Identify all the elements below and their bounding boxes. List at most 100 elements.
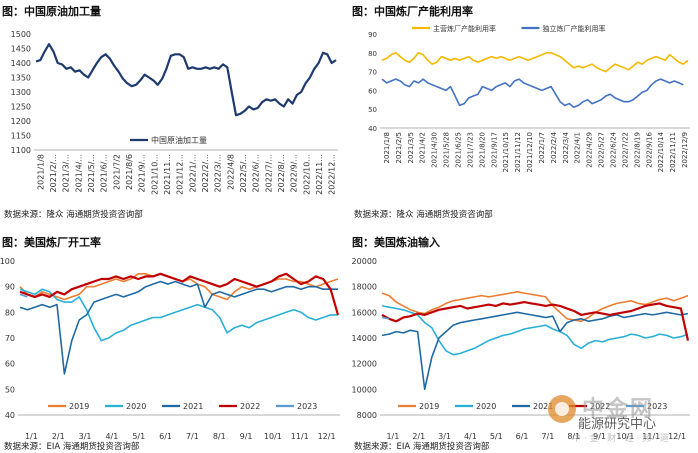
x-tick-label: 2022/3/4 (562, 131, 570, 163)
x-tick-label: 6/1 (159, 432, 172, 441)
x-tick-label: 2022/9/16 (645, 131, 653, 167)
y-tick-label: 1250 (11, 103, 31, 112)
y-tick-label: 1400 (11, 59, 31, 68)
x-tick-label: 8/1 (567, 432, 580, 441)
y-tick-label: 14000 (352, 334, 377, 343)
x-tick-label: 2021/8/20 (478, 132, 486, 168)
x-tick-label: 2022/6/24 (610, 131, 618, 167)
data-source: 数据来源：EIA 海通期货投资咨询部 (354, 442, 490, 452)
y-tick-label: 90 (368, 31, 377, 39)
x-tick-label: 2021/4/... (74, 154, 83, 192)
chart-panel-3: 图：美国炼厂开工率 40 50 60 70 80 90 100 1/1 2/1 3/1 4/1 5/1… (0, 229, 345, 453)
x-tick-label: 2022/7/22 (621, 132, 629, 168)
x-tick-label: 2021/9/... (138, 154, 147, 192)
x-tick-label: 2021/6/25 (455, 132, 463, 168)
chart-svg: 1100 1150 1200 1250 1300 1350 1400 1450 1500 2021… (11, 30, 338, 195)
chart-svg: 40 50 60 70 80 90 100 1/1 2/1 3/1 4/1 5/1 6/1 7/1 8/1 9… (0, 257, 340, 441)
y-tick-label: 90 (5, 283, 15, 292)
x-tick-label: 2022/5/... (239, 154, 248, 192)
x-tick-label: 2021/8/6 (125, 154, 134, 190)
x-tick-label: 2022/4/29 (586, 132, 594, 168)
x-tick-label: 5/1 (490, 432, 503, 441)
series-line-中国原油加工量 (35, 43, 337, 117)
data-source: 数据来源：隆众 海通期货投资咨询部 (4, 210, 143, 220)
x-tick-label: 8/1 (213, 432, 226, 441)
x-tick-label: 9/1 (593, 432, 606, 441)
watermark-logo (548, 395, 576, 423)
series-line-2022 (19, 272, 340, 316)
x-tick-label: 2021/11... (163, 154, 172, 195)
x-tick-label: 2022/8/... (277, 154, 286, 192)
legend-label: 2021 (183, 402, 203, 411)
x-tick-label: 1/1 (386, 432, 399, 441)
y-tick-label: 1300 (11, 88, 31, 97)
y-tick-label: 1200 (11, 117, 31, 126)
x-tick-label: 2021/3/... (62, 154, 71, 192)
x-tick-label: 2021/6/... (100, 154, 109, 192)
legend-label: 2023 (297, 402, 317, 411)
x-tick-label: 10/1 (616, 432, 634, 441)
x-tick-label: 2022/7/... (264, 154, 273, 192)
watermark-sub-text: 中 · 金 · 财 · 经 · 频 · 道 (572, 434, 669, 444)
x-tick-label: 2022/12... (328, 154, 337, 195)
legend-label: 2019 (69, 402, 89, 411)
x-tick-label: 12/1 (318, 432, 336, 441)
x-tick-label: 2022/11... (315, 154, 324, 195)
y-tick-label: 8000 (357, 411, 377, 420)
x-tick-label: 3/1 (438, 432, 451, 441)
x-tick-label: 6/1 (516, 432, 529, 441)
x-tick-label: 10/1 (264, 432, 282, 441)
y-tick-label: 80 (5, 308, 15, 317)
x-tick-label: 2021/12... (176, 154, 185, 195)
x-tick-label: 2022/1/... (188, 154, 197, 192)
legend-label: 2020 (126, 402, 146, 411)
legend-label: 2022 (240, 402, 260, 411)
x-tick-label: 2/1 (52, 432, 65, 441)
y-tick-label: 40 (368, 125, 377, 133)
series-line-2021 (19, 280, 338, 375)
x-tick-label: 2021/11/12 (514, 132, 522, 172)
x-tick-label: 2022/10... (302, 154, 311, 195)
legend-label: 独立炼厂产能利用率 (543, 24, 606, 33)
x-tick-label: 2021/7/23 (466, 132, 474, 168)
x-tick-label: 2021/9/17 (490, 132, 498, 168)
legend-label: 2021 (533, 402, 553, 411)
chart-svg: 8000 10000 12000 14000 16000 18000 20000 1/1 2/1… (352, 257, 690, 441)
x-tick-label: 2021/2/5 (395, 132, 403, 163)
x-tick-label: 4/1 (464, 432, 477, 441)
x-tick-label: 2022/4/1 (574, 132, 582, 163)
x-tick-label: 2021/12/10 (526, 132, 534, 172)
chart-title: 图：中国炼厂产能利用率 (352, 5, 473, 18)
y-tick-label: 10000 (352, 385, 377, 394)
y-tick-label: 100 (0, 257, 15, 266)
x-tick-label: 2022/2/4 (550, 131, 558, 163)
watermark-logo-text: 中金网 (582, 397, 655, 422)
x-tick-label: 2/1 (412, 432, 425, 441)
legend-label: 中国原油加工量 (151, 135, 207, 145)
y-tick-label: 60 (5, 360, 15, 369)
x-tick-label: 2021/10... (150, 154, 159, 195)
x-tick-label: 2021/3/5 (407, 132, 415, 163)
series-line-2022 (381, 300, 690, 341)
x-tick-label: 12/1 (668, 432, 686, 441)
x-tick-label: 7/1 (186, 432, 199, 441)
watermark-overlay-text: 能源研究中心 (578, 417, 657, 432)
watermark: 中金网 能源研究中心 中 · 金 · 财 · 经 · 频 · 道 (542, 385, 692, 449)
y-tick-label: 1500 (11, 30, 31, 39)
y-tick-label: 1350 (11, 74, 31, 83)
x-tick-label: 2022/6/... (252, 154, 261, 192)
x-tick-label: 2021/5/28 (443, 132, 451, 168)
y-tick-label: 12000 (352, 360, 377, 369)
x-tick-label: 2021/4/30 (431, 132, 439, 168)
y-tick-label: 18000 (352, 283, 377, 292)
x-tick-label: 2022/4/8 (226, 154, 235, 190)
series-line-2019 (381, 290, 689, 323)
legend-label: 2023 (647, 402, 667, 411)
y-tick-label: 1100 (11, 146, 31, 155)
x-tick-label: 2022/3/... (214, 154, 223, 192)
x-tick-label: 11/1 (642, 432, 660, 441)
x-tick-label: 2021/1/8 (383, 132, 391, 163)
x-tick-label: 2021/5/... (87, 154, 96, 192)
y-tick-label: 1150 (11, 132, 31, 141)
chart-title: 图：中国原油加工量 (2, 5, 101, 18)
